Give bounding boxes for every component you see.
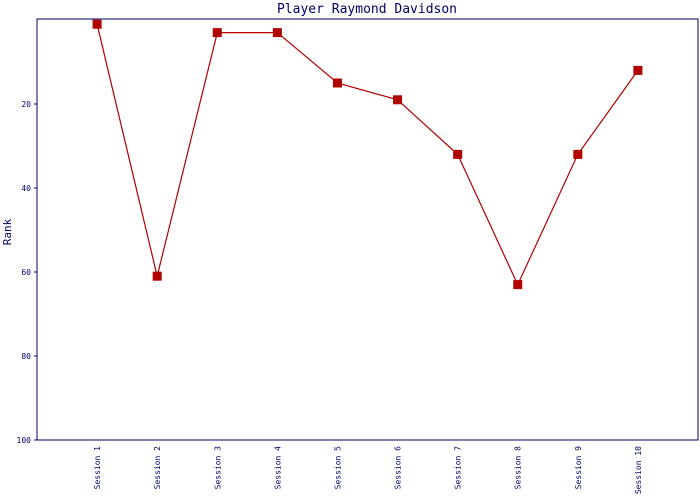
marker (332, 78, 342, 88)
x-tick-label: Session 4 (273, 446, 282, 490)
plot-frame (36, 18, 699, 441)
x-tick-label: Session 7 (454, 446, 463, 490)
x-tick-label: Session 8 (514, 446, 523, 490)
x-tick-label: Session 3 (213, 446, 222, 490)
y-tick-label: 40 (21, 184, 31, 193)
line (96, 24, 639, 287)
chart-title: Player Raymond Davidson (277, 2, 457, 17)
y-tick-label: 100 (17, 436, 32, 445)
x-tick-label: Session 9 (574, 446, 583, 490)
y-tick-label: 60 (21, 268, 31, 277)
marker (513, 280, 523, 290)
marker (453, 149, 463, 159)
y-tick-label: 20 (21, 100, 31, 109)
y-axis-label: Rank (1, 218, 14, 245)
marker (212, 28, 222, 38)
marker (393, 95, 403, 105)
marker (573, 149, 583, 159)
x-tick-label: Session 6 (394, 446, 403, 490)
marker (92, 19, 102, 29)
marker (272, 28, 282, 38)
marker (633, 65, 643, 75)
x-tick-label: Session 1 (93, 446, 102, 490)
marker (152, 271, 162, 281)
y-tick-label: 80 (21, 352, 31, 361)
x-tick-label: Session 5 (333, 446, 342, 490)
x-tick-label: Session 2 (153, 446, 162, 490)
x-tick-label: Session 10 (634, 446, 643, 494)
